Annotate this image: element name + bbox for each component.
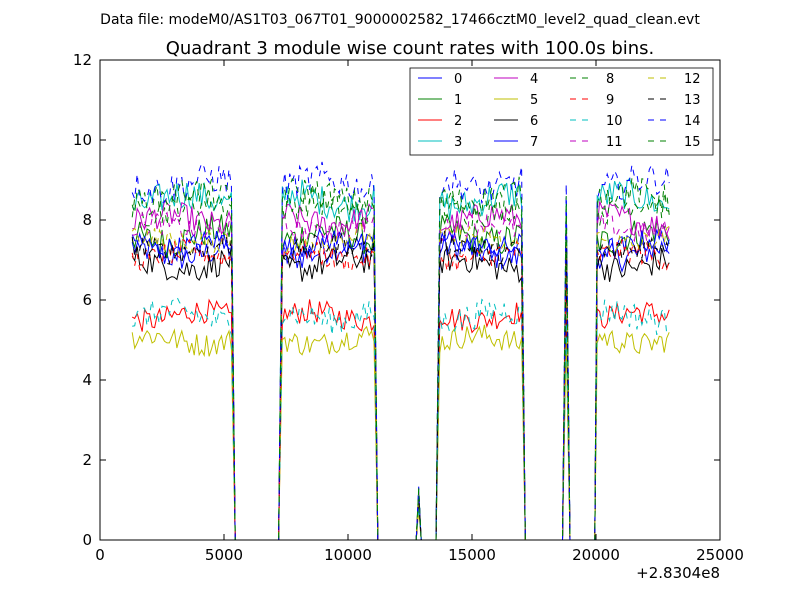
series-line-10 <box>132 295 670 541</box>
legend-label-0: 0 <box>454 72 462 87</box>
x-axis: 0 5000 10000 15000 20000 25000 <box>95 60 744 564</box>
legend-label-11: 11 <box>606 135 623 150</box>
legend-label-3: 3 <box>454 135 462 150</box>
legend-label-13: 13 <box>684 93 701 108</box>
series-layer <box>131 161 670 541</box>
x-axis-offset-label: +2.8304e8 <box>636 564 720 582</box>
legend-label-15: 15 <box>684 135 701 150</box>
chart-title: Quadrant 3 module wise count rates with … <box>166 38 655 59</box>
series-line-7 <box>131 228 670 541</box>
y-tick-label: 2 <box>82 451 92 469</box>
y-tick-label: 12 <box>73 51 92 69</box>
legend-label-2: 2 <box>454 114 462 129</box>
series-line-12 <box>131 224 670 541</box>
series-line-15 <box>131 176 670 541</box>
legend-label-4: 4 <box>530 72 538 87</box>
series-line-4 <box>132 199 670 541</box>
series-line-13 <box>131 230 670 541</box>
x-tick-label: 20000 <box>572 546 620 564</box>
series-line-9 <box>131 238 670 541</box>
figure-suptitle: Data file: modeM0/AS1T03_067T01_90000025… <box>100 12 700 28</box>
series-line-14 <box>131 161 670 541</box>
series-line-1 <box>131 213 670 541</box>
y-tick-label: 0 <box>82 531 92 549</box>
series-line-0 <box>131 231 670 541</box>
legend-label-9: 9 <box>606 93 614 108</box>
x-tick-label: 0 <box>95 546 105 564</box>
x-tick-label: 5000 <box>205 546 243 564</box>
y-tick-label: 6 <box>82 291 92 309</box>
y-tick-label: 10 <box>73 131 92 149</box>
legend-label-7: 7 <box>530 135 538 150</box>
series-line-11 <box>132 211 670 541</box>
legend-label-1: 1 <box>454 93 462 108</box>
series-line-6 <box>131 244 670 541</box>
legend-label-8: 8 <box>606 72 614 87</box>
y-tick-label: 8 <box>82 211 92 229</box>
x-tick-label: 25000 <box>696 546 744 564</box>
legend-label-10: 10 <box>606 114 623 129</box>
series-line-5 <box>131 324 670 541</box>
x-tick-label: 15000 <box>448 546 496 564</box>
x-tick-label: 10000 <box>324 546 372 564</box>
legend-label-12: 12 <box>684 72 701 87</box>
series-line-3 <box>131 177 670 541</box>
legend-label-6: 6 <box>530 114 538 129</box>
y-tick-label: 4 <box>82 371 92 389</box>
legend-label-5: 5 <box>530 93 538 108</box>
legend-label-14: 14 <box>684 114 701 129</box>
series-line-2 <box>131 298 670 541</box>
